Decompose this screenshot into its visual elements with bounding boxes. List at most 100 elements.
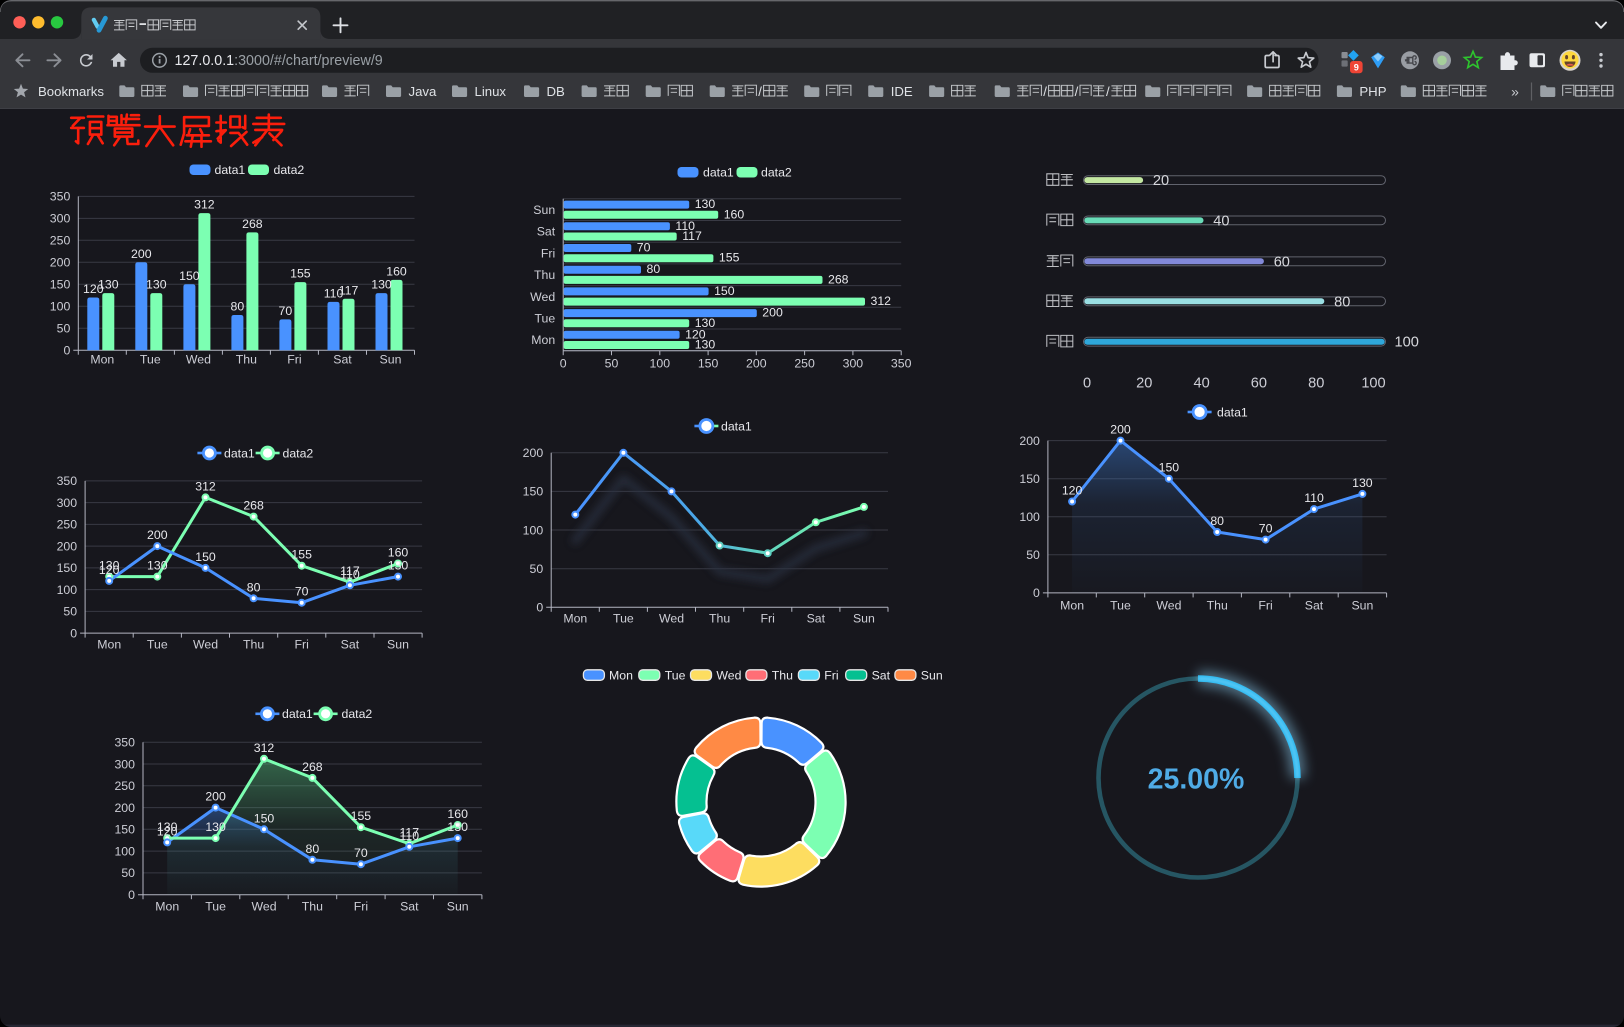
svg-text:268: 268 [302,760,323,774]
svg-text:200: 200 [1019,434,1040,448]
svg-text:150: 150 [523,485,544,499]
svg-text:70: 70 [637,241,651,255]
svg-text:117: 117 [339,283,359,297]
svg-text:25.00%: 25.00% [1148,764,1245,796]
svg-text:0: 0 [560,357,567,371]
svg-text:Java: Java [409,84,438,99]
svg-text:Sat: Sat [1305,599,1324,613]
svg-text:100: 100 [50,300,71,314]
svg-text:PHP: PHP [1359,84,1386,99]
svg-text:20: 20 [1153,173,1169,189]
svg-text:40: 40 [1213,213,1229,229]
svg-text:Linux: Linux [475,84,507,99]
svg-text:0: 0 [70,626,77,640]
svg-text:Tue: Tue [140,353,161,367]
svg-text:160: 160 [447,807,468,821]
svg-text:Wed: Wed [659,612,684,626]
svg-text:80: 80 [647,262,661,276]
svg-text:312: 312 [195,479,216,493]
svg-text:Sat: Sat [400,900,419,914]
svg-text:»: » [1511,84,1519,100]
svg-text:80: 80 [247,580,261,594]
svg-text:data2: data2 [274,163,305,177]
svg-text:Wed: Wed [186,353,211,367]
svg-text:200: 200 [50,256,71,270]
svg-text:250: 250 [114,779,135,793]
svg-text:70: 70 [295,585,309,599]
svg-text:312: 312 [194,198,215,212]
svg-text:350: 350 [57,474,78,488]
svg-text:Fri: Fri [354,900,368,914]
svg-text:0: 0 [128,888,135,902]
svg-text:155: 155 [291,548,312,562]
svg-text:Fri: Fri [295,638,309,652]
svg-text:100: 100 [523,523,544,537]
svg-text:200: 200 [523,446,544,460]
svg-text:200: 200 [147,528,168,542]
svg-text:IDE: IDE [891,84,913,99]
svg-text:Wed: Wed [1156,599,1181,613]
svg-text:300: 300 [843,357,864,371]
svg-text:200: 200 [1110,423,1131,437]
svg-text:350: 350 [50,190,71,204]
svg-text:50: 50 [605,357,619,371]
svg-text:Fri: Fri [824,668,838,682]
svg-text:Fri: Fri [761,612,775,626]
svg-text:155: 155 [351,809,372,823]
svg-text:268: 268 [243,499,264,513]
svg-text:Sat: Sat [872,668,891,682]
svg-text:40: 40 [1193,375,1209,391]
svg-text:20: 20 [1136,375,1152,391]
svg-text:Mon: Mon [90,353,114,367]
svg-text:110: 110 [399,829,419,843]
svg-text:data1: data1 [224,446,255,460]
svg-text:150: 150 [254,811,275,825]
svg-text:120: 120 [83,282,104,296]
svg-text:80: 80 [1210,514,1224,528]
svg-text:130: 130 [157,820,178,834]
svg-text:120: 120 [1062,484,1083,498]
svg-text:80: 80 [1334,294,1350,310]
svg-text:/: / [1075,84,1079,99]
svg-text:130: 130 [205,820,226,834]
svg-text:Sat: Sat [341,638,360,652]
svg-text:Thu: Thu [1207,599,1228,613]
svg-text:Tue: Tue [1110,599,1131,613]
svg-text:350: 350 [114,736,135,750]
svg-text:127.0.0.1:3000/#/chart/preview: 127.0.0.1:3000/#/chart/preview/9 [175,53,383,69]
svg-text:70: 70 [1259,522,1273,536]
svg-text:100: 100 [1395,335,1419,351]
svg-text:60: 60 [1274,254,1290,270]
svg-text:Sun: Sun [380,353,402,367]
svg-text:Thu: Thu [772,668,793,682]
svg-text:Sun: Sun [921,668,943,682]
svg-text:160: 160 [724,207,745,221]
svg-text:130: 130 [98,278,119,292]
svg-text:Mon: Mon [1060,599,1084,613]
svg-text:Wed: Wed [716,668,741,682]
svg-text:155: 155 [719,251,740,265]
svg-text:50: 50 [1026,548,1040,562]
svg-text:Sun: Sun [1351,599,1373,613]
svg-text:Fri: Fri [541,246,555,260]
svg-text:Wed: Wed [530,290,555,304]
svg-text:Tue: Tue [613,612,634,626]
svg-text:80: 80 [306,842,320,856]
svg-text:Fri: Fri [287,353,301,367]
svg-text:110: 110 [675,219,695,233]
svg-text:150: 150 [114,823,135,837]
svg-text:50: 50 [63,605,77,619]
svg-text:DB: DB [547,84,566,99]
svg-text:70: 70 [279,304,293,318]
svg-text:0: 0 [63,344,70,358]
svg-text:50: 50 [57,322,71,336]
svg-text:data1: data1 [215,163,246,177]
svg-text:110: 110 [324,286,344,300]
svg-text:130: 130 [371,278,392,292]
svg-text:/: / [758,84,762,99]
svg-text:80: 80 [1308,375,1324,391]
svg-text:Mon: Mon [609,668,633,682]
svg-text:data2: data2 [761,165,792,179]
svg-text:Sun: Sun [533,203,555,217]
svg-text:120: 120 [99,563,120,577]
